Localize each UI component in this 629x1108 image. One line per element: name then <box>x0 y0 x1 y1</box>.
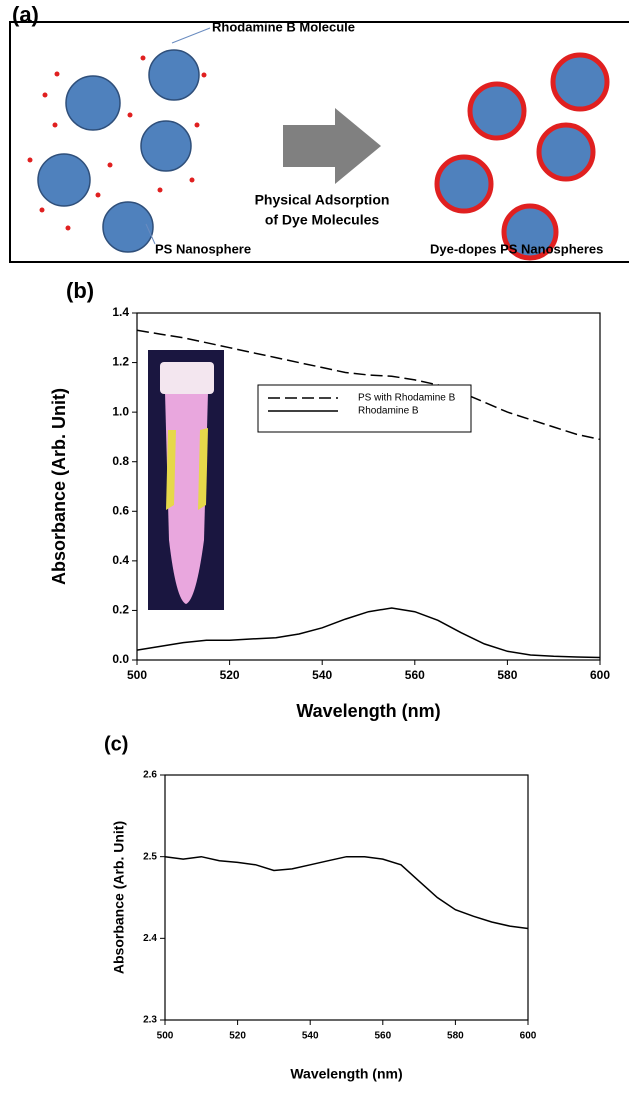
plot-frame <box>164 774 529 1021</box>
legend-frame <box>257 384 472 433</box>
x-tick-label: 580 <box>447 1031 464 1042</box>
nanospheres <box>37 49 200 253</box>
sphere-label: PS Nanosphere <box>155 241 251 256</box>
y-tick-label: 0.4 <box>112 553 129 567</box>
x-tick-label: 500 <box>127 668 147 682</box>
x-tick-label: 600 <box>590 668 610 682</box>
series-line <box>136 607 601 659</box>
process-arrow <box>283 108 381 184</box>
x-tick-label: 520 <box>229 1031 246 1042</box>
y-tick-label: 1.2 <box>112 355 129 369</box>
legend <box>257 384 472 433</box>
process-label: Physical Adsorption <box>255 192 390 208</box>
panel-border <box>9 21 629 263</box>
y-axis-title: Absorbance (Arb. Unit) <box>49 388 69 585</box>
process-label: of Dye Molecules <box>265 212 380 228</box>
y-tick-label: 2.6 <box>143 770 157 781</box>
dye-molecules <box>27 55 207 231</box>
x-tick-label: 540 <box>302 1031 319 1042</box>
series-line <box>164 855 529 930</box>
x-axis-title: Wavelength (nm) <box>296 701 440 721</box>
x-tick-label: 560 <box>374 1031 391 1042</box>
inset-photo <box>148 350 224 610</box>
series-line <box>136 329 601 441</box>
pointer <box>171 27 211 44</box>
product-label: Dye-dopes PS Nanospheres <box>430 241 603 256</box>
plot-frame <box>136 312 601 661</box>
y-tick-label: 1.0 <box>112 404 129 418</box>
doped-nanospheres <box>434 52 610 261</box>
x-tick-label: 520 <box>220 668 240 682</box>
y-tick-label: 0.8 <box>112 454 129 468</box>
y-tick-label: 0.0 <box>112 652 129 666</box>
x-tick-label: 600 <box>520 1031 537 1042</box>
y-tick-label: 2.4 <box>143 933 157 944</box>
x-tick-label: 500 <box>157 1031 174 1042</box>
legend-label: Rhodamine B <box>358 406 419 417</box>
panel-label: (c) <box>104 733 128 755</box>
molecule-label: Rhodamine B Molecule <box>212 19 355 34</box>
panel-label: (a) <box>12 2 39 27</box>
y-tick-label: 2.5 <box>143 851 157 862</box>
legend-label: PS with Rhodamine B <box>358 393 456 404</box>
x-tick-label: 560 <box>405 668 425 682</box>
pointer <box>145 223 156 245</box>
y-tick-label: 1.4 <box>112 305 129 319</box>
y-axis-title: Absorbance (Arb. Unit) <box>111 821 127 974</box>
y-tick-label: 2.3 <box>143 1015 157 1026</box>
x-axis-title: Wavelength (nm) <box>290 1066 402 1082</box>
panel-label: (b) <box>66 278 94 303</box>
x-tick-label: 540 <box>312 668 332 682</box>
y-tick-label: 0.2 <box>112 603 129 617</box>
y-tick-label: 0.6 <box>112 503 129 517</box>
x-tick-label: 580 <box>497 668 517 682</box>
